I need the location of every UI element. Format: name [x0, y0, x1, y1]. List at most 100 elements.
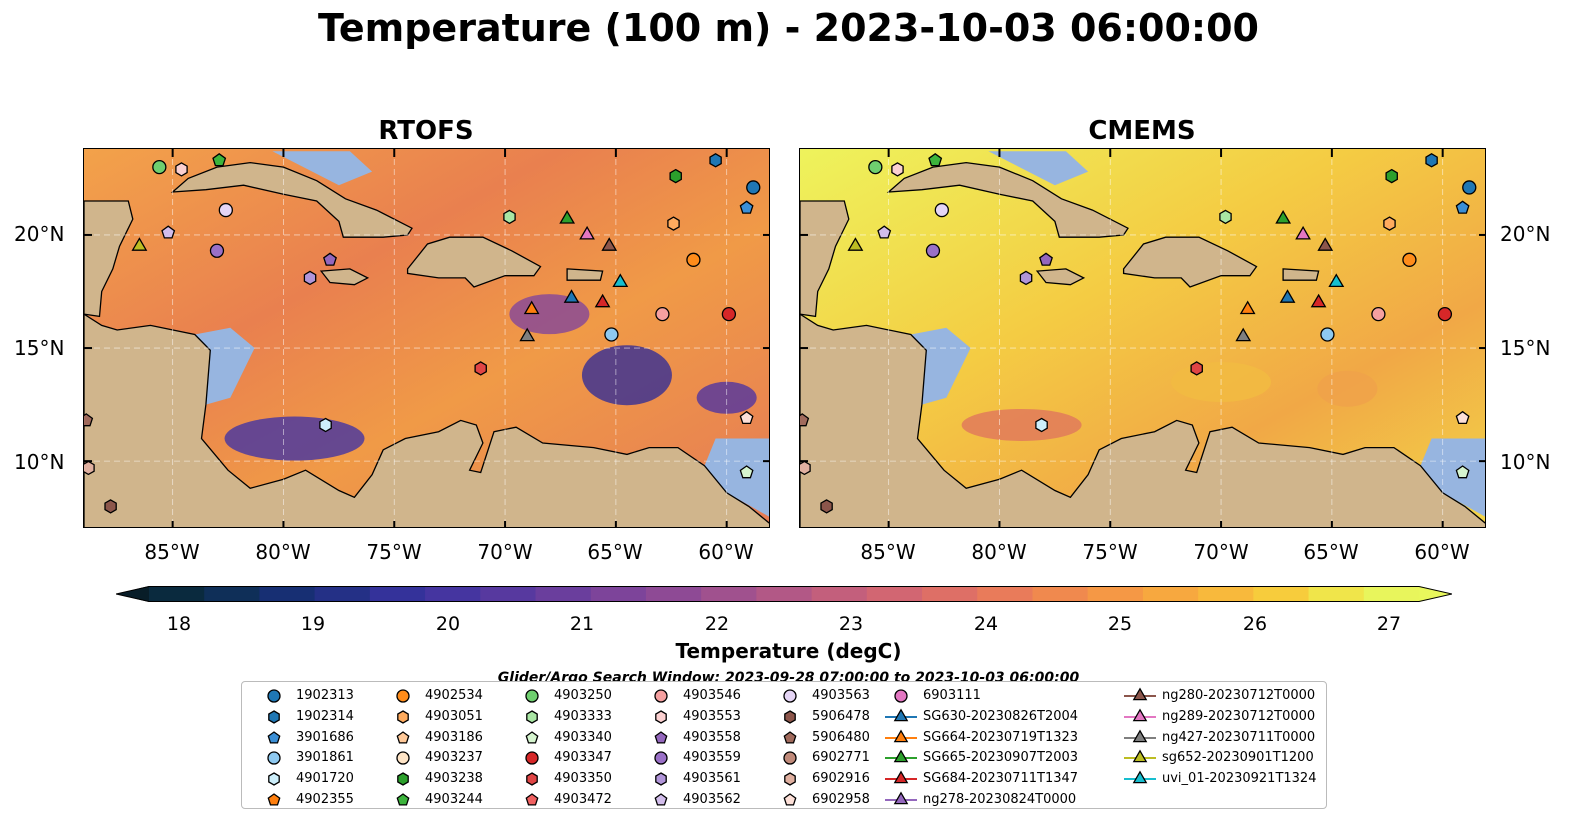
land: [1122, 236, 1258, 288]
colorbar-segment: [811, 586, 868, 602]
legend-marker: [267, 793, 281, 806]
colorbar-outline: [116, 586, 1452, 602]
legend-marker: [654, 689, 668, 703]
legend-marker: [525, 730, 539, 744]
colorbar-segment: [590, 586, 647, 602]
colorbar-segment: [425, 586, 481, 602]
legend-label: 6902771: [812, 750, 870, 766]
legend-label: ng427-20230711T0000: [1162, 729, 1316, 745]
legend-marker: [396, 793, 410, 806]
legend-marker: [783, 793, 797, 806]
lon-label-70w-rtofs: 70°W: [477, 540, 533, 564]
legend-marker: [267, 751, 281, 766]
colorbar-segment: [149, 586, 205, 602]
platform-marker-sg652-20230901T1200: [131, 237, 148, 251]
platform-marker-4903238: [1385, 168, 1398, 184]
platform-marker-1902314: [1425, 153, 1438, 168]
colorbar-segment: [1308, 586, 1365, 602]
platform-marker-4903350: [474, 361, 487, 376]
colorbar-segment: [1363, 586, 1420, 602]
legend-marker: [396, 730, 410, 744]
lat-label-15n-right: 15°N: [1500, 336, 1551, 360]
platform-marker-ng280-20230712T0000: [601, 237, 618, 251]
colorbar-tick-20: 20: [435, 613, 461, 635]
legend-marker: [654, 751, 668, 766]
legend-marker: [525, 793, 539, 806]
legend-label: 4903340: [554, 729, 612, 745]
platform-marker-6902916: [800, 460, 811, 476]
legend-label: SG630-20230826T2004: [923, 708, 1079, 724]
legend-label: 4903563: [812, 688, 870, 703]
platform-marker-uvi_01-20230921T1324: [1328, 273, 1345, 288]
legend-label: 6902958: [812, 792, 870, 807]
temperature-anomaly: [696, 381, 757, 414]
platform-marker-4903244: [212, 152, 227, 167]
platform-marker-4903051: [1383, 216, 1396, 231]
lon-label-65w-cmems: 65°W: [1303, 540, 1359, 564]
legend-marker: [1132, 708, 1148, 722]
colorbar-tick-21: 21: [569, 613, 595, 635]
platform-marker-3901861: [1320, 327, 1335, 342]
lon-label-85w-rtofs: 85°W: [144, 540, 200, 564]
legend-label: 4903186: [425, 729, 483, 745]
shallow-shelf: [704, 438, 769, 517]
colorbar-extend-low: [116, 586, 149, 602]
platform-marker-4903558: [323, 252, 337, 266]
platform-marker-4903347: [1437, 306, 1453, 322]
colorbar-segment: [314, 586, 371, 602]
colorbar-segment: [1032, 586, 1089, 602]
legend-label: 6902916: [812, 771, 870, 787]
platform-marker-4903333: [1219, 209, 1232, 225]
platform-marker-4903561: [1019, 270, 1033, 286]
legend-label: 4903051: [425, 708, 483, 724]
shallow-shelf: [910, 327, 971, 405]
legend-label: ng278-20230824T0000: [923, 792, 1077, 807]
legend-marker: [526, 772, 538, 786]
platform-marker-ng427-20230711T0000: [519, 327, 536, 342]
platform-marker-5906480: [84, 413, 94, 427]
map-panel-rtofs: [83, 148, 770, 528]
platform-marker-4903563: [934, 202, 949, 218]
platform-marker-SG684-20230711T1347: [1310, 293, 1327, 308]
legend-marker: [894, 689, 908, 703]
land: [800, 313, 1485, 527]
platform-marker-3901686: [1455, 200, 1470, 214]
colorbar-segment: [701, 586, 757, 602]
platform-marker-4903250: [152, 159, 167, 175]
legend-label: 4903244: [425, 792, 483, 807]
legend-label: 1902313: [296, 688, 354, 703]
platform-marker-SG664-20230719T1323: [523, 300, 540, 315]
legend-label: 3901686: [296, 729, 354, 745]
platform-marker-4903350: [1190, 361, 1203, 376]
colorbar-segment: [535, 586, 592, 602]
legend-marker: [654, 793, 668, 806]
legend-label: 3901861: [296, 750, 354, 766]
colorbar-segment: [645, 586, 702, 602]
platform-marker-6902916: [84, 460, 95, 476]
legend-marker: [526, 710, 538, 724]
platform-marker-4903340: [1455, 465, 1470, 479]
legend-marker: [397, 772, 409, 786]
legend-label: ng289-20230712T0000: [1162, 708, 1316, 724]
platform-marker-4903561: [303, 270, 317, 286]
platform-marker-SG684-20230711T1347: [594, 293, 611, 308]
legend-label: 4903237: [425, 750, 483, 766]
lon-label-70w-cmems: 70°W: [1193, 540, 1249, 564]
legend-label: 4903472: [554, 792, 612, 807]
colorbar-extend-high: [1419, 586, 1452, 602]
platform-marker-SG630-20230826T2004: [563, 289, 580, 303]
legend-marker: [267, 730, 281, 744]
temperature-anomaly: [961, 408, 1082, 441]
platform-marker-4903562: [877, 225, 892, 239]
legend-label: 4903562: [683, 792, 741, 807]
colorbar-tick-19: 19: [300, 613, 326, 635]
map-panel-cmems: [799, 148, 1486, 528]
legend-label: 4903559: [683, 750, 741, 766]
colorbar-segment: [866, 586, 923, 602]
legend-marker: [893, 708, 909, 722]
temperature-anomaly: [581, 345, 672, 406]
lon-label-65w-rtofs: 65°W: [587, 540, 643, 564]
platform-marker-4903563: [218, 202, 233, 218]
colorbar-segment: [259, 586, 316, 602]
colorbar-tick-24: 24: [973, 613, 999, 635]
